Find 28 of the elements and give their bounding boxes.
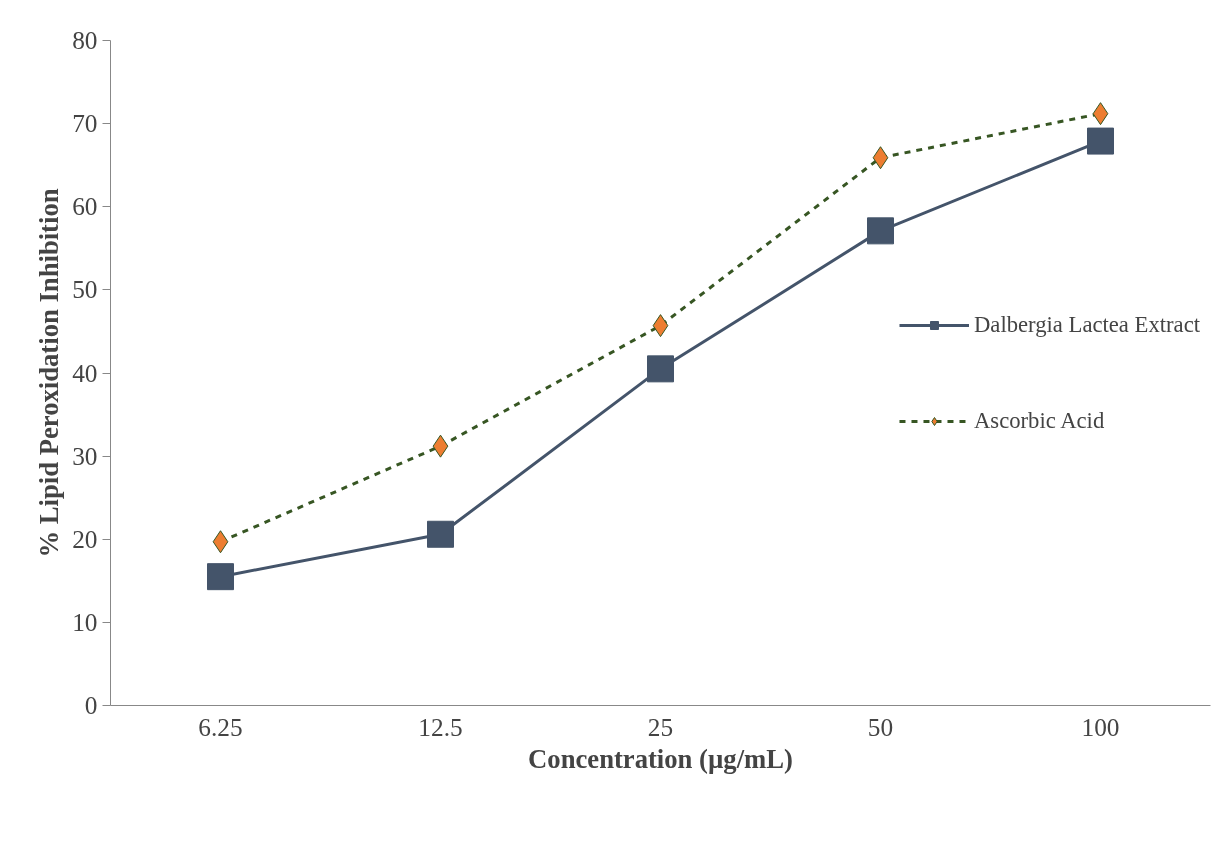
x-tick-label: 12.5	[418, 712, 463, 741]
y-tick-label: 10	[72, 607, 98, 636]
y-tick-label: 50	[72, 275, 98, 304]
point	[1087, 127, 1114, 155]
point	[652, 314, 669, 338]
x-tick-label: 25	[647, 712, 674, 741]
y-tick-label: 80	[72, 26, 98, 54]
y-axis-title: % Lipid Peroxidation Inhibition	[34, 188, 65, 558]
legend-label: Ascorbic Acid	[973, 407, 1105, 434]
y-tick-label: 70	[72, 109, 98, 138]
point	[1092, 102, 1109, 126]
point	[207, 563, 234, 591]
y-tick-label: 0	[84, 691, 98, 719]
point	[867, 217, 894, 245]
point	[647, 355, 674, 383]
point	[212, 530, 229, 554]
point	[872, 146, 889, 170]
legend-label: Dalbergia Lactea Extract	[973, 311, 1200, 338]
y-tick-label: 20	[72, 524, 98, 553]
point	[432, 434, 449, 458]
y-tick-label: 40	[72, 358, 98, 387]
y-tick-label: 30	[72, 441, 98, 470]
x-tick-label: 100	[1081, 712, 1120, 741]
x-tick-label: 50	[867, 712, 894, 741]
y-tick-label: 60	[72, 192, 98, 221]
point	[427, 520, 454, 548]
x-axis-title: Concentration (µg/mL)	[528, 743, 793, 774]
x-tick-label: 6.25	[198, 712, 243, 741]
